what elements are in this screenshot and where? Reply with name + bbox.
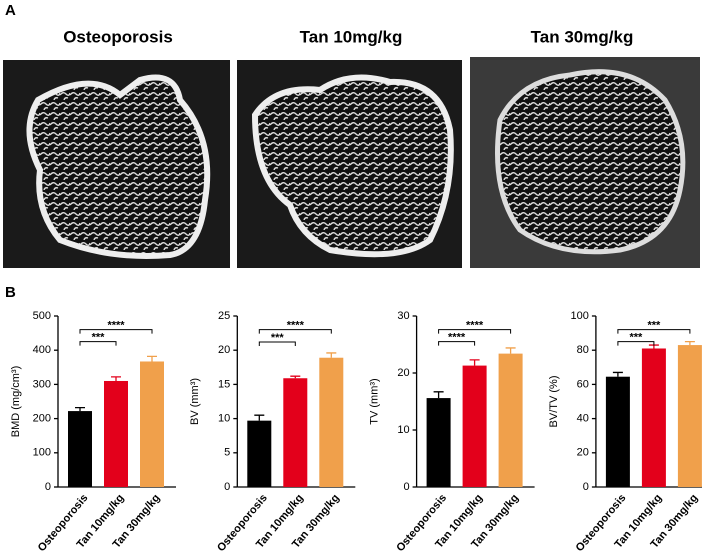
y-tick-label: 0 — [224, 481, 230, 493]
y-tick-label: 100 — [33, 447, 51, 459]
y-axis-label: BMD (mg/cm³) — [10, 366, 22, 438]
bar — [319, 357, 344, 487]
error-bar — [254, 414, 265, 421]
y-tick-label: 5 — [224, 447, 230, 459]
y-tick-label: 25 — [218, 310, 230, 322]
significance-bracket — [258, 341, 296, 346]
error-bar — [469, 359, 480, 366]
y-tick-label: 20 — [218, 344, 230, 356]
bar — [641, 348, 666, 487]
significance-bracket — [438, 341, 476, 346]
error-bar — [111, 376, 121, 381]
bar — [140, 361, 164, 487]
bar — [426, 398, 451, 487]
y-tick-label: 0 — [583, 481, 589, 493]
error-bar — [433, 391, 444, 399]
ct-image — [237, 60, 462, 268]
y-tick-label: 20 — [577, 447, 589, 459]
y-tick-label: 500 — [33, 310, 51, 322]
y-tick-label: 60 — [577, 378, 589, 390]
panel-label: B — [5, 284, 16, 301]
y-tick-label: 0 — [45, 481, 51, 493]
significance-bracket — [79, 341, 117, 346]
ct-image — [470, 57, 700, 268]
error-bar — [290, 375, 301, 379]
significance-label: *** — [92, 332, 106, 344]
y-tick-label: 200 — [33, 413, 51, 425]
significance-bracket — [79, 329, 153, 334]
significance-bracket — [617, 329, 691, 334]
y-tick-label: 400 — [33, 344, 51, 356]
significance-bracket — [258, 329, 332, 334]
significance-label: *** — [629, 332, 643, 344]
bar — [605, 376, 630, 487]
y-tick-label: 80 — [577, 344, 589, 356]
ct-image — [3, 60, 230, 268]
panel-label: A — [5, 2, 16, 19]
significance-bracket — [617, 341, 655, 346]
y-axis-label: BV/TV (%) — [548, 376, 560, 428]
bar — [677, 345, 702, 487]
significance-label: *** — [271, 332, 285, 344]
error-bar — [75, 407, 85, 412]
y-tick-label: 10 — [397, 424, 409, 436]
y-axis-label: TV (mm³) — [369, 378, 381, 424]
y-tick-label: 0 — [403, 481, 409, 493]
bar — [68, 411, 92, 487]
significance-bracket — [438, 329, 512, 334]
y-tick-label: 300 — [33, 378, 51, 390]
y-tick-label: 15 — [218, 378, 230, 390]
y-tick-label: 100 — [571, 310, 589, 322]
bar — [247, 420, 272, 487]
error-bar — [505, 347, 516, 354]
y-tick-label: 40 — [577, 413, 589, 425]
error-bar — [684, 341, 695, 346]
bar — [104, 380, 128, 487]
bar — [498, 353, 523, 487]
image-title: Tan 10mg/kg — [300, 27, 403, 46]
significance-label: **** — [448, 332, 466, 344]
y-tick-label: 20 — [397, 367, 409, 379]
bar — [283, 378, 308, 487]
error-bar — [612, 371, 623, 377]
significance-label: *** — [647, 320, 661, 332]
significance-label: **** — [107, 320, 125, 332]
y-tick-label: 30 — [397, 310, 409, 322]
error-bar — [147, 355, 157, 362]
significance-label: **** — [466, 320, 484, 332]
significance-label: **** — [287, 320, 305, 332]
bar — [462, 365, 487, 487]
y-tick-label: 10 — [218, 413, 230, 425]
image-title: Osteoporosis — [63, 27, 173, 46]
y-axis-label: BV (mm³) — [189, 378, 201, 425]
error-bar — [326, 352, 337, 358]
image-title: Tan 30mg/kg — [531, 27, 634, 46]
